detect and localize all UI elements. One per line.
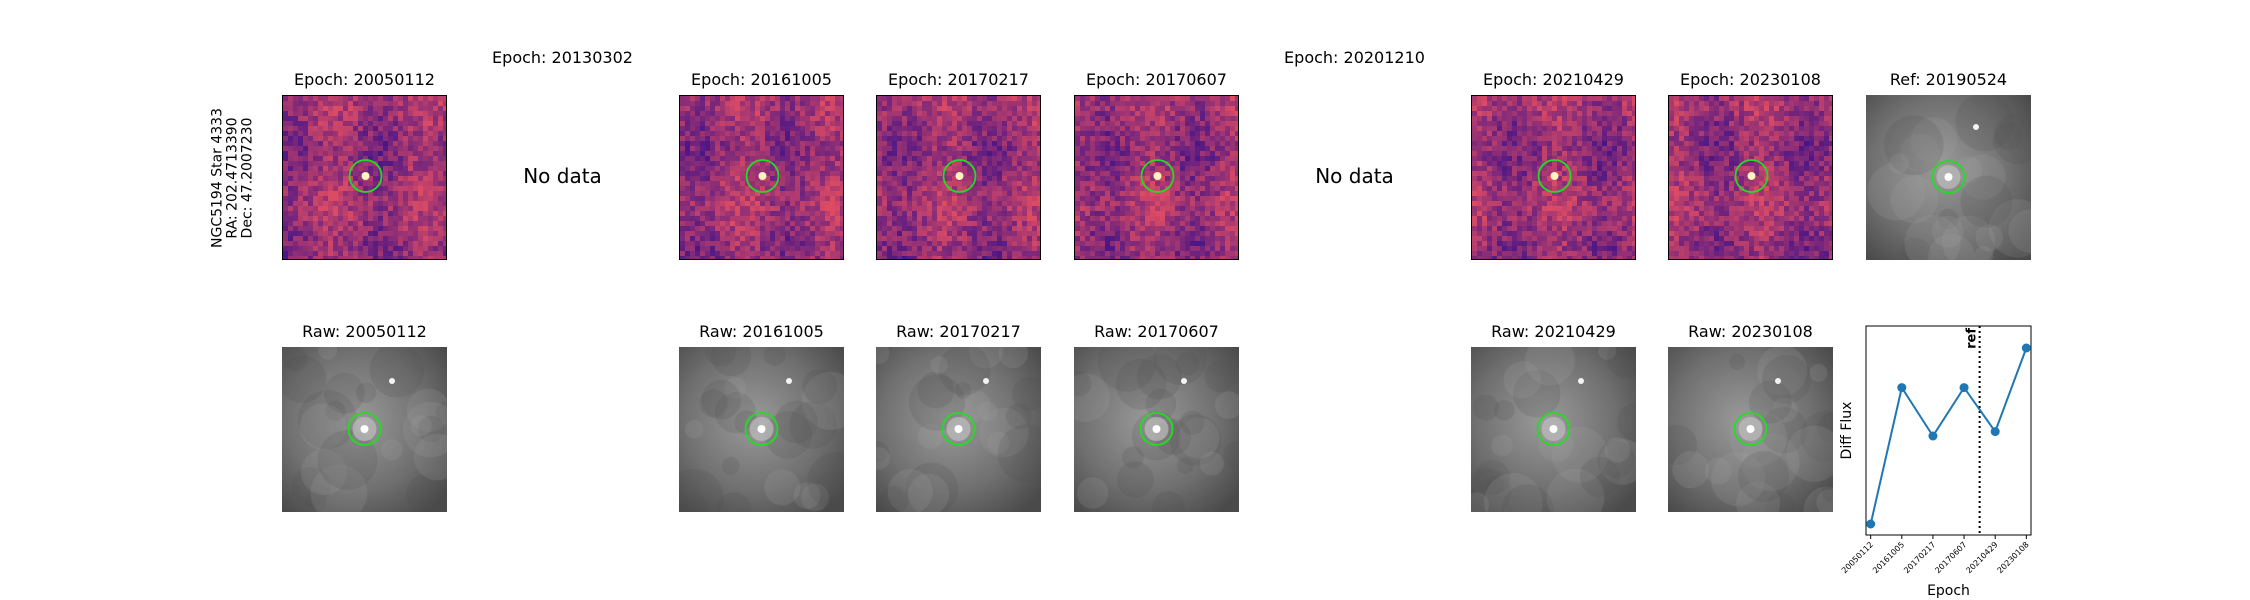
diff-epoch-title: Epoch: 20161005	[691, 70, 832, 89]
diff-epoch-title: Epoch: 20050112	[294, 70, 435, 89]
no-data-label: No data	[523, 164, 602, 188]
raw-image-panel	[1668, 347, 1833, 512]
diff-epoch-title: Epoch: 20170607	[1086, 70, 1227, 89]
ref-title: Ref: 20190524	[1889, 70, 2008, 89]
object-dec: Dec: 47.2007230	[239, 117, 256, 239]
diff-image-panel	[1668, 95, 1833, 260]
raw-epoch-title: Raw: 20161005	[699, 322, 824, 341]
diff-epoch-title: Epoch: 20230108	[1680, 70, 1821, 89]
x-tick-label: 20210429	[1964, 540, 1999, 575]
data-point	[1928, 431, 1938, 441]
ref-line-label: ref	[1965, 328, 1980, 349]
chart-frame	[1865, 325, 2032, 536]
object-name: NGC5194 Star 4333	[209, 108, 226, 248]
raw-epoch-title: Raw: 20210429	[1491, 322, 1616, 341]
data-point	[1959, 383, 1969, 393]
ref-image-panel	[1866, 95, 2031, 260]
object-info: NGC5194 Star 4333 RA: 202.4713390 Dec: 47.…	[210, 108, 256, 248]
diff-epoch-title: Epoch: 20130302	[492, 48, 633, 67]
x-tick-label: 20170217	[1902, 540, 1937, 575]
raw-image-panel	[876, 347, 1041, 512]
data-point	[1866, 519, 1876, 529]
diff-image-panel	[282, 95, 447, 260]
diff-epoch-title: Epoch: 20170217	[888, 70, 1029, 89]
no-data-label: No data	[1315, 164, 1394, 188]
diff-image-panel	[679, 95, 844, 260]
raw-image-panel	[1471, 347, 1636, 512]
diff-image-panel	[1471, 95, 1636, 260]
x-tick-label: 20161005	[1871, 540, 1906, 575]
diff-image-panel	[876, 95, 1041, 260]
data-point	[1897, 383, 1907, 393]
x-tick-label: 20230108	[1996, 540, 2031, 575]
data-point	[1990, 427, 2000, 437]
raw-image-panel	[282, 347, 447, 512]
object-ra: RA: 202.4713390	[224, 117, 241, 239]
raw-epoch-title: Raw: 20050112	[302, 322, 427, 341]
x-tick-label: 20050112	[1840, 540, 1875, 575]
raw-epoch-title: Raw: 20230108	[1688, 322, 1813, 341]
diff-image-panel	[1074, 95, 1239, 260]
series-line	[1869, 347, 2028, 525]
raw-epoch-title: Raw: 20170217	[896, 322, 1021, 341]
x-axis-label: Epoch	[1927, 583, 1970, 599]
y-axis-label: Diff Flux	[1839, 402, 1855, 460]
diff-epoch-title: Epoch: 20201210	[1284, 48, 1425, 67]
data-point	[2021, 343, 2031, 353]
raw-image-panel	[1074, 347, 1239, 512]
light-curve-chart: ref 2005011220161005201702172017060720210…	[1839, 325, 2032, 599]
raw-image-panel	[679, 347, 844, 512]
x-tick-label: 20170607	[1933, 540, 1968, 575]
diff-epoch-title: Epoch: 20210429	[1483, 70, 1624, 89]
raw-epoch-title: Raw: 20170607	[1094, 322, 1219, 341]
